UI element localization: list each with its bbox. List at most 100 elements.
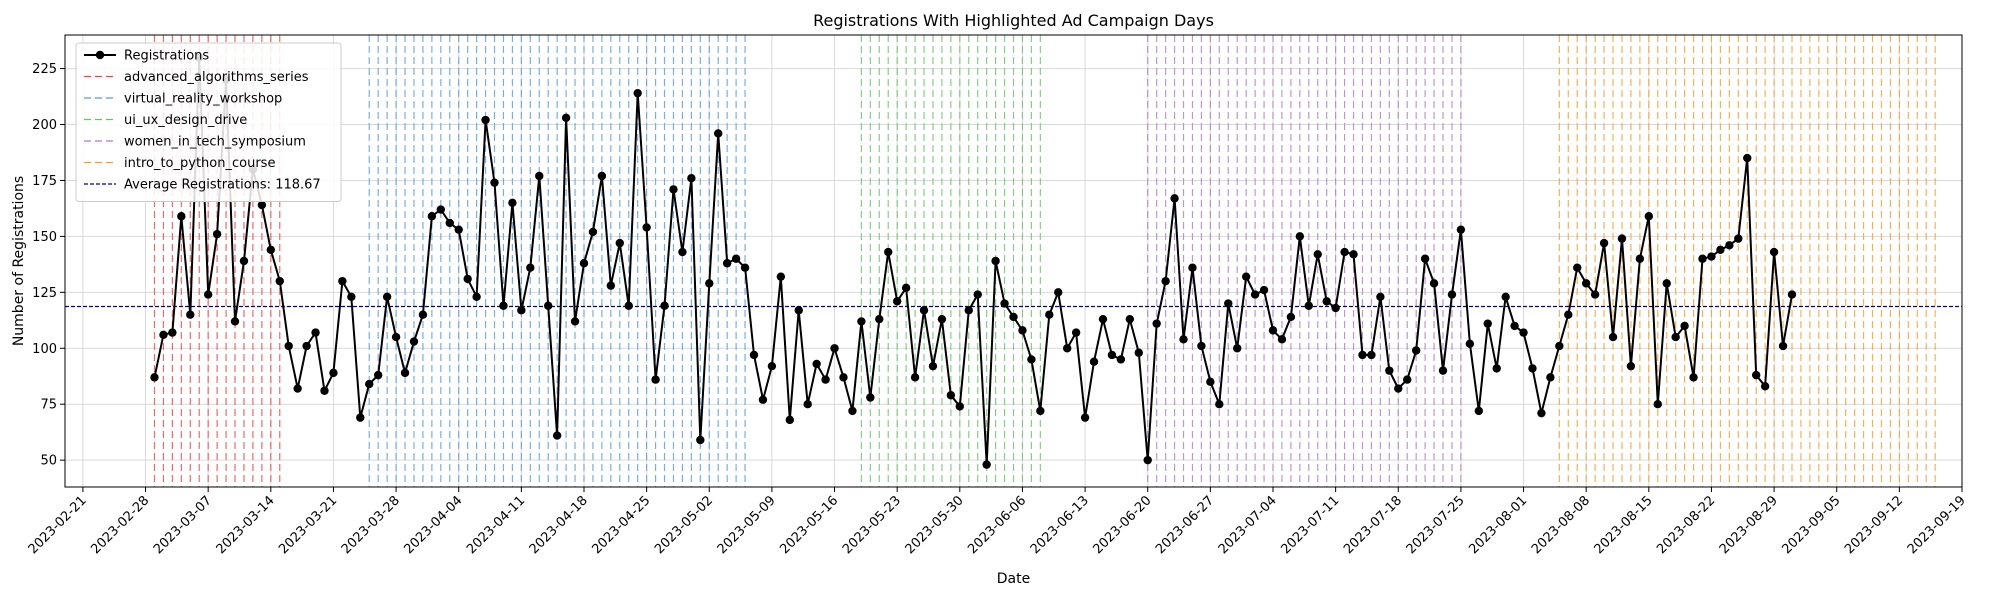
data-point	[561, 113, 571, 122]
data-point	[1492, 364, 1501, 373]
data-point	[848, 406, 857, 416]
data-point	[1519, 328, 1528, 337]
data-point	[1725, 241, 1734, 250]
data-point	[1483, 319, 1492, 328]
data-point	[597, 171, 607, 181]
x-tick-label: 2023-03-21	[276, 493, 340, 557]
data-point	[1268, 326, 1278, 335]
data-point	[1590, 290, 1600, 299]
data-point	[1322, 297, 1331, 306]
data-point	[481, 115, 490, 125]
x-tick-label: 2023-03-14	[214, 493, 278, 557]
data-point	[1411, 346, 1421, 355]
data-point	[1501, 292, 1510, 302]
data-point	[373, 370, 383, 380]
data-point	[803, 400, 812, 409]
legend-label: advanced_algorithms_series	[124, 70, 309, 85]
data-point	[1456, 225, 1466, 234]
data-point	[678, 247, 687, 257]
data-point	[1143, 455, 1152, 465]
data-point	[1045, 310, 1054, 319]
data-point	[1716, 245, 1725, 255]
data-point	[427, 212, 437, 221]
data-point	[1134, 348, 1143, 357]
data-point	[499, 301, 508, 310]
legend-label: Registrations	[124, 49, 209, 64]
campaign-intro_to_python_course	[1558, 35, 1936, 487]
data-point	[1080, 413, 1090, 422]
data-point	[1680, 321, 1689, 331]
data-point	[203, 290, 213, 299]
campaign-ui_ux_design_drive	[860, 35, 1041, 487]
data-point	[919, 306, 929, 315]
data-point	[1367, 350, 1376, 360]
x-tick-label: 2023-05-16	[777, 493, 841, 557]
x-tick-label: 2023-08-01	[1466, 493, 1530, 557]
data-point	[892, 297, 902, 306]
x-axis-title: Date	[997, 571, 1030, 587]
data-point	[302, 341, 311, 351]
legend-label: Average Registrations: 118.67	[124, 178, 321, 193]
data-point	[400, 368, 410, 378]
x-tick-label: 2023-09-19	[1905, 493, 1969, 557]
data-point	[758, 395, 768, 404]
data-point	[1062, 344, 1072, 353]
data-point	[1465, 339, 1475, 348]
registrations-line	[153, 57, 1793, 465]
data-point	[1546, 373, 1555, 382]
data-point	[186, 310, 195, 319]
data-point	[508, 198, 517, 208]
data-point	[1161, 276, 1170, 286]
legend-label: women_in_tech_symposium	[124, 135, 306, 150]
data-point	[705, 279, 714, 288]
data-point	[776, 272, 786, 281]
data-point	[570, 317, 580, 326]
data-point	[159, 330, 168, 340]
data-point	[1340, 247, 1349, 257]
data-point	[329, 368, 338, 378]
x-tick-label: 2023-07-11	[1278, 493, 1342, 557]
x-tick-label: 2023-05-30	[903, 493, 967, 557]
data-point	[409, 337, 419, 346]
data-point	[1250, 290, 1260, 299]
data-point	[579, 259, 589, 268]
x-tick-label: 2023-08-29	[1717, 493, 1781, 557]
data-point	[1188, 263, 1197, 272]
data-point	[472, 292, 481, 302]
data-point	[168, 328, 177, 337]
data-point	[490, 178, 499, 187]
registrations-points	[150, 53, 1797, 469]
data-point	[633, 88, 642, 98]
legend: Registrations advanced_algorithms_seriesv…	[75, 42, 342, 202]
data-point	[830, 344, 839, 353]
data-point	[982, 460, 991, 469]
data-point	[463, 274, 472, 284]
data-point	[535, 171, 544, 181]
legend-marker-registrations	[95, 50, 105, 60]
data-point	[1358, 350, 1367, 360]
x-tick-label: 2023-05-09	[715, 493, 779, 557]
data-point	[1689, 373, 1698, 382]
data-point	[660, 301, 669, 310]
data-point	[624, 301, 633, 310]
x-tick-label: 2023-05-23	[840, 493, 904, 557]
data-point	[150, 373, 159, 382]
data-point	[347, 292, 356, 302]
data-point	[1760, 382, 1770, 391]
data-point	[1599, 238, 1609, 248]
data-point	[749, 350, 759, 360]
x-tick-label: 2023-06-20	[1091, 493, 1155, 557]
data-point	[311, 328, 320, 337]
data-point	[1635, 254, 1645, 263]
data-point	[1787, 290, 1797, 299]
data-point	[445, 218, 454, 228]
data-point	[964, 306, 973, 315]
y-tick-label: 175	[32, 174, 57, 189]
data-point	[177, 212, 186, 221]
data-point	[1734, 234, 1743, 243]
data-point	[1644, 212, 1654, 221]
x-tick-label: 2023-02-21	[26, 493, 90, 557]
x-tick-label: 2023-07-18	[1341, 493, 1405, 557]
x-tick-label: 2023-03-28	[339, 493, 403, 557]
